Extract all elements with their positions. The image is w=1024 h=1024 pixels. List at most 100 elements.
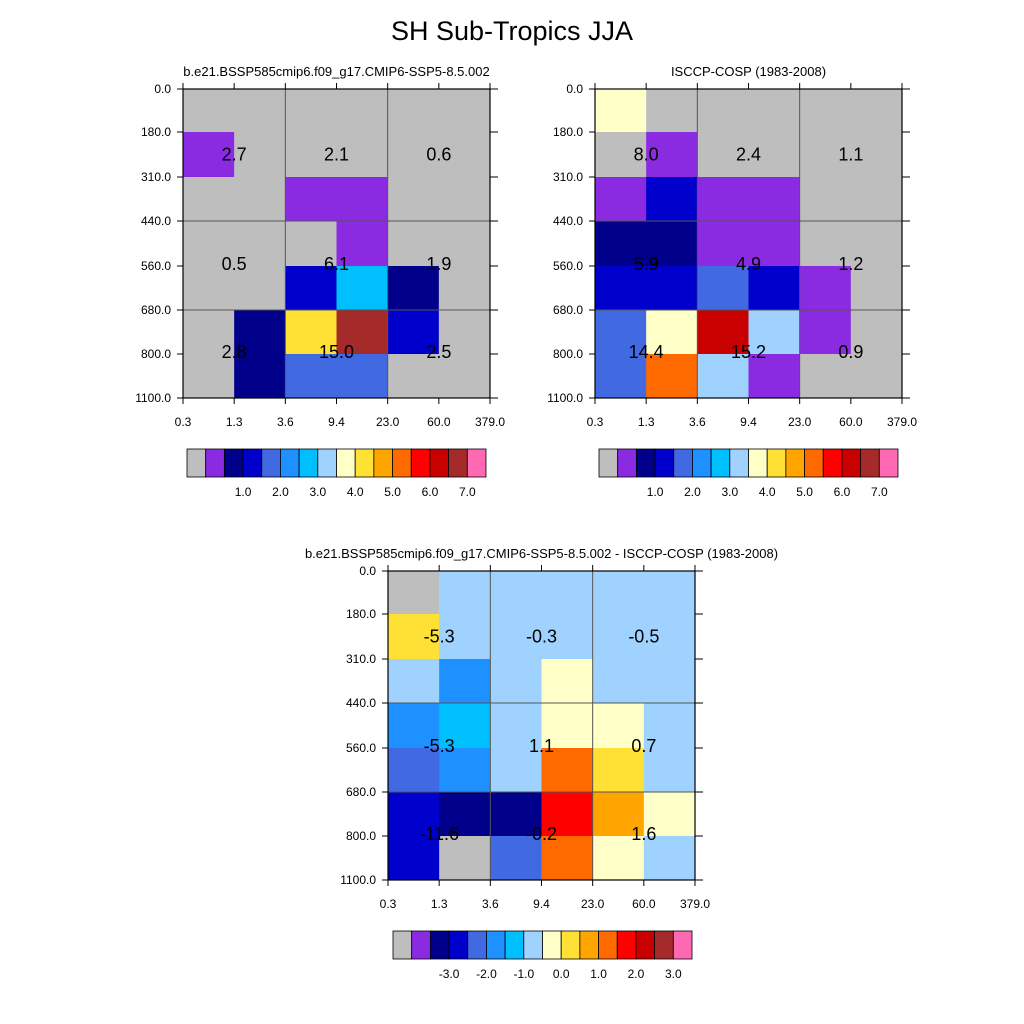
- heatmap-cell: [697, 177, 749, 222]
- heatmap-cell: [595, 354, 647, 399]
- colorbar-label: -1.0: [513, 967, 534, 981]
- y-tick-label: 800.0: [141, 347, 171, 361]
- x-tick-label: 60.0: [632, 897, 656, 911]
- heatmap-cell: [748, 266, 801, 311]
- colorbar-swatch: [467, 930, 487, 960]
- heatmap-cell: [183, 132, 235, 178]
- block-value-label: 2.1: [324, 144, 349, 164]
- y-tick-label: 1100.0: [340, 873, 376, 887]
- heatmap-cell: [490, 703, 542, 749]
- block-value-label: 15.0: [319, 342, 354, 362]
- heatmap-cell: [439, 836, 491, 881]
- colorbar-swatch: [373, 448, 393, 478]
- heatmap-cell: [643, 659, 696, 704]
- heatmap-cell: [183, 89, 235, 133]
- heatmap-cell: [490, 792, 542, 837]
- heatmap-cell: [438, 132, 491, 178]
- colorbar-swatch: [504, 930, 525, 960]
- colorbar-swatch: [654, 448, 675, 478]
- heatmap-cell: [595, 177, 647, 222]
- colorbar-swatch: [542, 930, 562, 960]
- x-tick-label: 23.0: [376, 415, 400, 429]
- heatmap-cell: [439, 571, 491, 615]
- heatmap-cell: [643, 571, 696, 615]
- heatmap-cell: [285, 266, 337, 311]
- heatmap-cell: [850, 310, 903, 355]
- y-tick-label: 310.0: [553, 170, 583, 184]
- heatmap-cell: [490, 836, 542, 881]
- y-tick-label: 180.0: [141, 125, 171, 139]
- x-tick-label: 1.3: [226, 415, 243, 429]
- heatmap-cell: [697, 354, 749, 399]
- heatmap-cell: [748, 89, 801, 133]
- colorbar-swatch: [766, 448, 787, 478]
- heatmap-cell: [643, 792, 696, 837]
- heatmap-cell: [388, 703, 440, 749]
- panel-title: b.e21.BSSP585cmip6.f09_g17.CMIP6-SSP5-8.…: [183, 64, 489, 79]
- heatmap-cell: [592, 748, 645, 793]
- heatmap-cell: [799, 354, 852, 399]
- heatmap-cell: [541, 659, 594, 704]
- x-tick-label: 3.6: [482, 897, 499, 911]
- heatmap-cell: [595, 310, 647, 355]
- heatmap-cell: [850, 354, 903, 399]
- y-tick-label: 800.0: [553, 347, 583, 361]
- colorbar-label: 3.0: [721, 485, 738, 499]
- heatmap-cell: [336, 354, 389, 399]
- colorbar-swatch: [336, 448, 356, 478]
- colorbar-label: -2.0: [476, 967, 497, 981]
- block-value-label: 0.9: [838, 342, 863, 362]
- colorbar-swatch: [560, 930, 581, 960]
- x-tick-label: 9.4: [328, 415, 345, 429]
- heatmap-cell: [697, 221, 749, 267]
- x-tick-label: 9.4: [740, 415, 757, 429]
- heatmap-cell: [595, 89, 647, 133]
- colorbar: 1.0 2.0 3.0 4.0 5.0 6.0 7.0: [598, 448, 899, 499]
- colorbar-label: 2.0: [628, 967, 645, 981]
- colorbar-swatch: [466, 448, 487, 478]
- y-tick-label: 0.0: [359, 564, 376, 578]
- heatmap-cell: [387, 177, 440, 222]
- colorbar-swatch: [261, 448, 281, 478]
- y-tick-label: 800.0: [346, 829, 376, 843]
- y-tick-label: 180.0: [346, 607, 376, 621]
- colorbar-swatch: [804, 448, 824, 478]
- x-tick-label: 60.0: [839, 415, 863, 429]
- colorbar-swatch: [598, 448, 619, 478]
- block-value-label: -5.3: [424, 626, 455, 646]
- heatmap-cell: [595, 266, 647, 311]
- block-value-label: 1.2: [838, 254, 863, 274]
- heatmap-cell: [388, 748, 440, 793]
- heatmap-cell: [388, 571, 440, 615]
- heatmap-cell: [592, 614, 645, 660]
- heatmap-cell: [541, 571, 594, 615]
- colorbar: 1.0 2.0 3.0 4.0 5.0 6.0 7.0: [186, 448, 487, 499]
- colorbar-swatch: [616, 930, 637, 960]
- heatmap-cell: [799, 132, 852, 178]
- panel-2: ISCCP-COSP (1983-2008) 0.0 180.0 310.0 440.0…: [547, 64, 917, 499]
- colorbar-swatch: [654, 930, 674, 960]
- heatmap-cell: [285, 177, 337, 222]
- heatmap-cell: [336, 89, 389, 133]
- colorbar-label: 6.0: [834, 485, 851, 499]
- x-tick-label: 3.6: [277, 415, 294, 429]
- y-tick-label: 440.0: [141, 214, 171, 228]
- x-tick-label: 379.0: [475, 415, 505, 429]
- heatmap-cell: [643, 614, 696, 660]
- heatmap-cell: [234, 354, 286, 399]
- heatmap-cell: [234, 132, 286, 178]
- heatmap-cell: [183, 221, 235, 267]
- heatmap-cell: [850, 89, 903, 133]
- heatmap-cell: [748, 354, 801, 399]
- block-value-label: 5.9: [634, 254, 659, 274]
- heatmap-cell: [387, 132, 440, 178]
- colorbar-swatch: [448, 448, 468, 478]
- heatmap-cell: [183, 310, 235, 355]
- heatmap-cell: [387, 221, 440, 267]
- x-tick-label: 3.6: [689, 415, 706, 429]
- colorbar-swatch: [205, 448, 225, 478]
- heatmap-cell: [336, 177, 389, 222]
- heatmap-cell: [541, 836, 594, 881]
- heatmap-cell: [799, 221, 852, 267]
